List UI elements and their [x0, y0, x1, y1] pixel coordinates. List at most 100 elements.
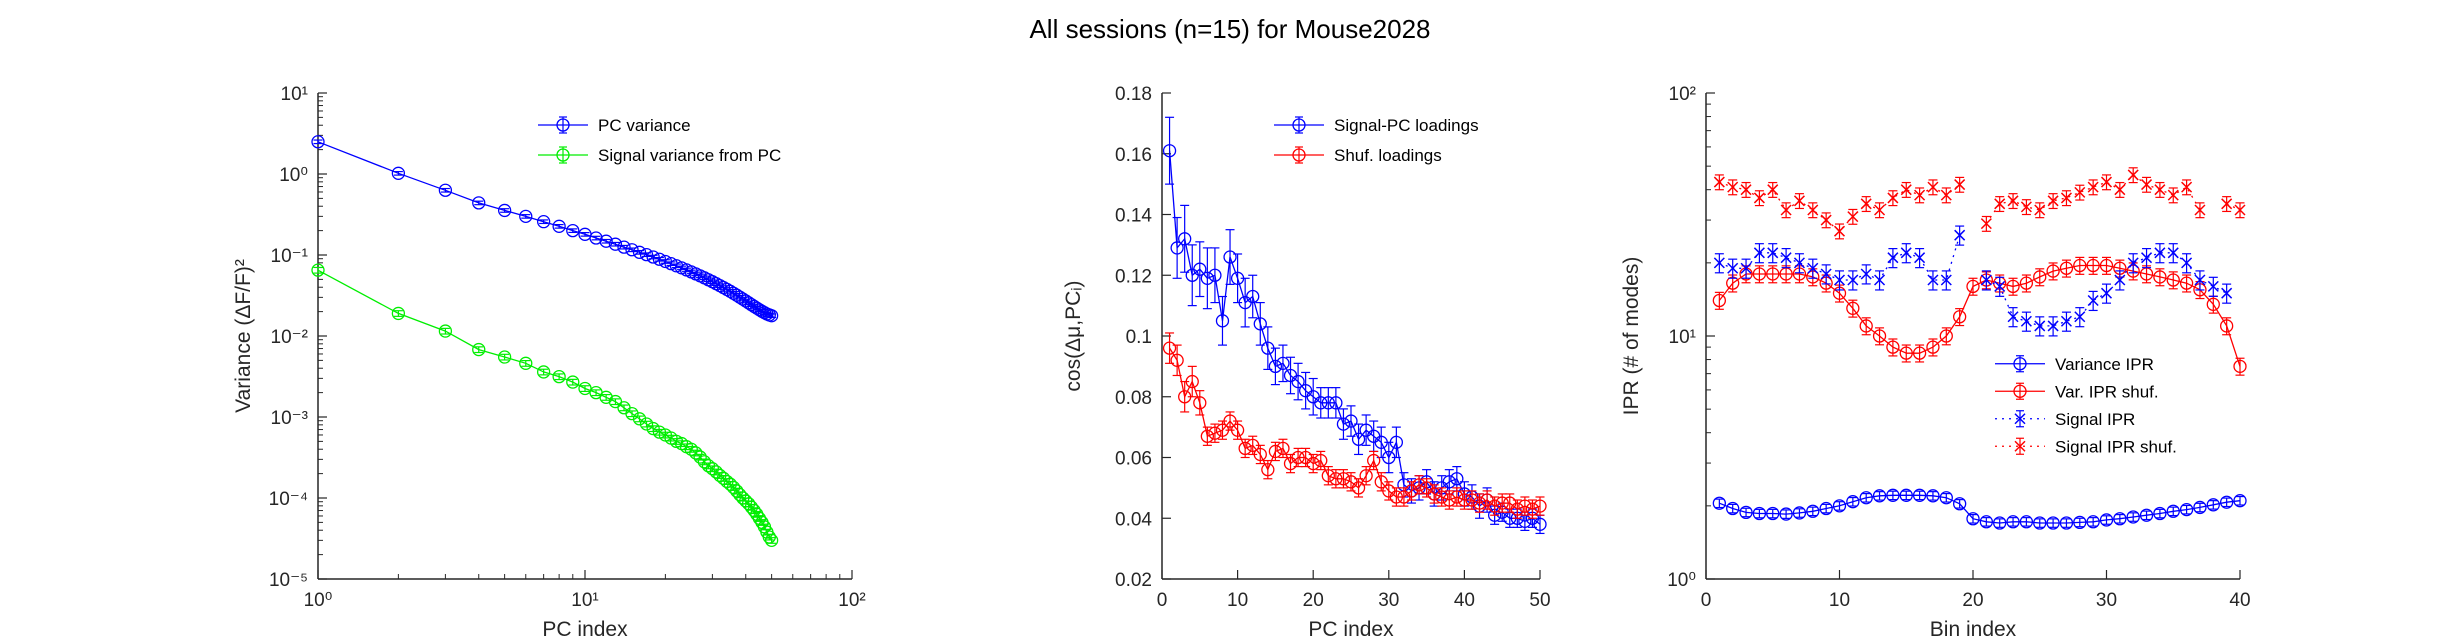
x-tick-label: 10 [1227, 590, 1248, 611]
legend-label: Shuf. loadings [1334, 146, 1442, 165]
data-point [1253, 317, 1267, 331]
data-point [1170, 353, 1184, 367]
y-tick-label: 0.02 [1115, 570, 1152, 591]
x-tick-label: 10¹ [571, 590, 598, 611]
data-point [1712, 293, 1726, 308]
data-point [1753, 247, 1765, 259]
data-point [1780, 252, 1792, 264]
data-point [1780, 204, 1792, 216]
data-point [1518, 499, 1532, 513]
y-tick-label: 0.06 [1115, 449, 1152, 470]
data-point [608, 237, 623, 251]
legend-marker [556, 148, 570, 162]
data-point [1874, 274, 1886, 286]
x-axis-label: PC index [542, 618, 628, 641]
legend-marker [556, 118, 570, 132]
data-point [1336, 417, 1351, 431]
data-point [2047, 195, 2059, 207]
chart-1: 10⁰ 10¹ 10² 10⁻⁵ 10⁻⁴ 10⁻³ 10⁻² 10⁻¹ 10⁰ 10¹ PC in… [232, 84, 866, 641]
data-point [1306, 456, 1320, 471]
axes: 0 10 20 30 40 10⁰ 10¹ 10² Bin index IPR (# of mod… [1620, 84, 2251, 641]
axes: 10⁰ 10¹ 10² 10⁻⁵ 10⁻⁴ 10⁻³ 10⁻² 10⁻¹ 10⁰ 10¹ PC in… [232, 84, 866, 641]
data-point [497, 203, 512, 218]
data-point [1321, 469, 1335, 483]
data-point [1246, 289, 1260, 304]
data-point [1886, 340, 1900, 354]
x-tick-label: 20 [1303, 590, 1324, 611]
series-line [317, 269, 773, 541]
data-point [1793, 195, 1805, 207]
data-point [1276, 441, 1290, 456]
series-line [1168, 150, 1541, 525]
data-point [1806, 504, 1820, 518]
data-point [536, 215, 551, 229]
data-point [1994, 280, 2006, 292]
data-point [1939, 329, 1953, 343]
data-point [1767, 184, 1779, 196]
data-point [2233, 494, 2247, 508]
data-point [2167, 247, 2179, 259]
chart-2: 0 10 20 30 40 50 0.02 0.04 0.06 0.08 0.1 0.12 0.14 0.… [1062, 84, 1551, 641]
data-point [2167, 189, 2179, 201]
data-point [1766, 506, 1780, 521]
data-point [1887, 192, 1899, 204]
data-point [2033, 516, 2047, 530]
y-tick-label: 0.16 [1115, 145, 1152, 166]
data-point [1993, 516, 2007, 530]
data-point [1927, 181, 1939, 193]
legend-marker [1292, 118, 1306, 132]
data-point [1966, 512, 1980, 526]
data-point [1193, 262, 1207, 276]
data-point [2219, 319, 2234, 333]
data-point [2141, 252, 2153, 264]
data-point [1954, 179, 1966, 191]
data-point [1442, 493, 1456, 507]
x-tick-label: 10 [1829, 590, 1850, 611]
legend-label: PC variance [598, 116, 691, 135]
data-point [608, 394, 623, 409]
x-tick-label: 0 [1157, 590, 1168, 611]
data-point [689, 446, 703, 460]
legend-box [529, 109, 837, 171]
data-point [1223, 250, 1237, 264]
data-point [1779, 507, 1793, 521]
data-point [1859, 319, 1873, 333]
data-point [2074, 186, 2086, 198]
data-point [2100, 287, 2113, 299]
data-point [1178, 232, 1192, 246]
data-point [472, 342, 486, 357]
data-point [1846, 301, 1860, 315]
y-tick-label: 0.14 [1115, 206, 1152, 227]
y-tick-label: 10⁰ [1667, 570, 1696, 591]
data-point [1899, 488, 1913, 502]
data-point [1820, 214, 1832, 226]
data-point [1832, 499, 1847, 513]
data-point [1450, 490, 1464, 504]
data-point [391, 166, 406, 180]
data-point [632, 245, 647, 259]
data-point [1170, 241, 1184, 255]
data-point [2006, 515, 2020, 529]
legend-marker [2014, 413, 2026, 425]
data-point [1510, 502, 1524, 516]
data-point [639, 247, 654, 262]
data-point [1726, 501, 1740, 516]
data-point [1860, 268, 1872, 280]
data-point [2087, 294, 2099, 307]
data-point [1336, 472, 1351, 486]
legend-label: Signal variance from PC [598, 146, 781, 165]
data-point [1833, 225, 1846, 237]
data-point [625, 243, 639, 257]
data-point [2034, 320, 2046, 332]
x-tick-label: 50 [1529, 590, 1550, 611]
data-point [2193, 500, 2207, 515]
data-point [1162, 144, 1177, 158]
data-point [1487, 499, 1502, 513]
data-point [1261, 462, 1275, 477]
legend-box [1265, 109, 1527, 171]
y-tick-label: 10² [1669, 84, 1696, 105]
series-line [1718, 264, 2241, 367]
data-point [617, 240, 631, 254]
x-axis-label: PC index [1308, 618, 1394, 641]
data-point [1793, 257, 1805, 269]
